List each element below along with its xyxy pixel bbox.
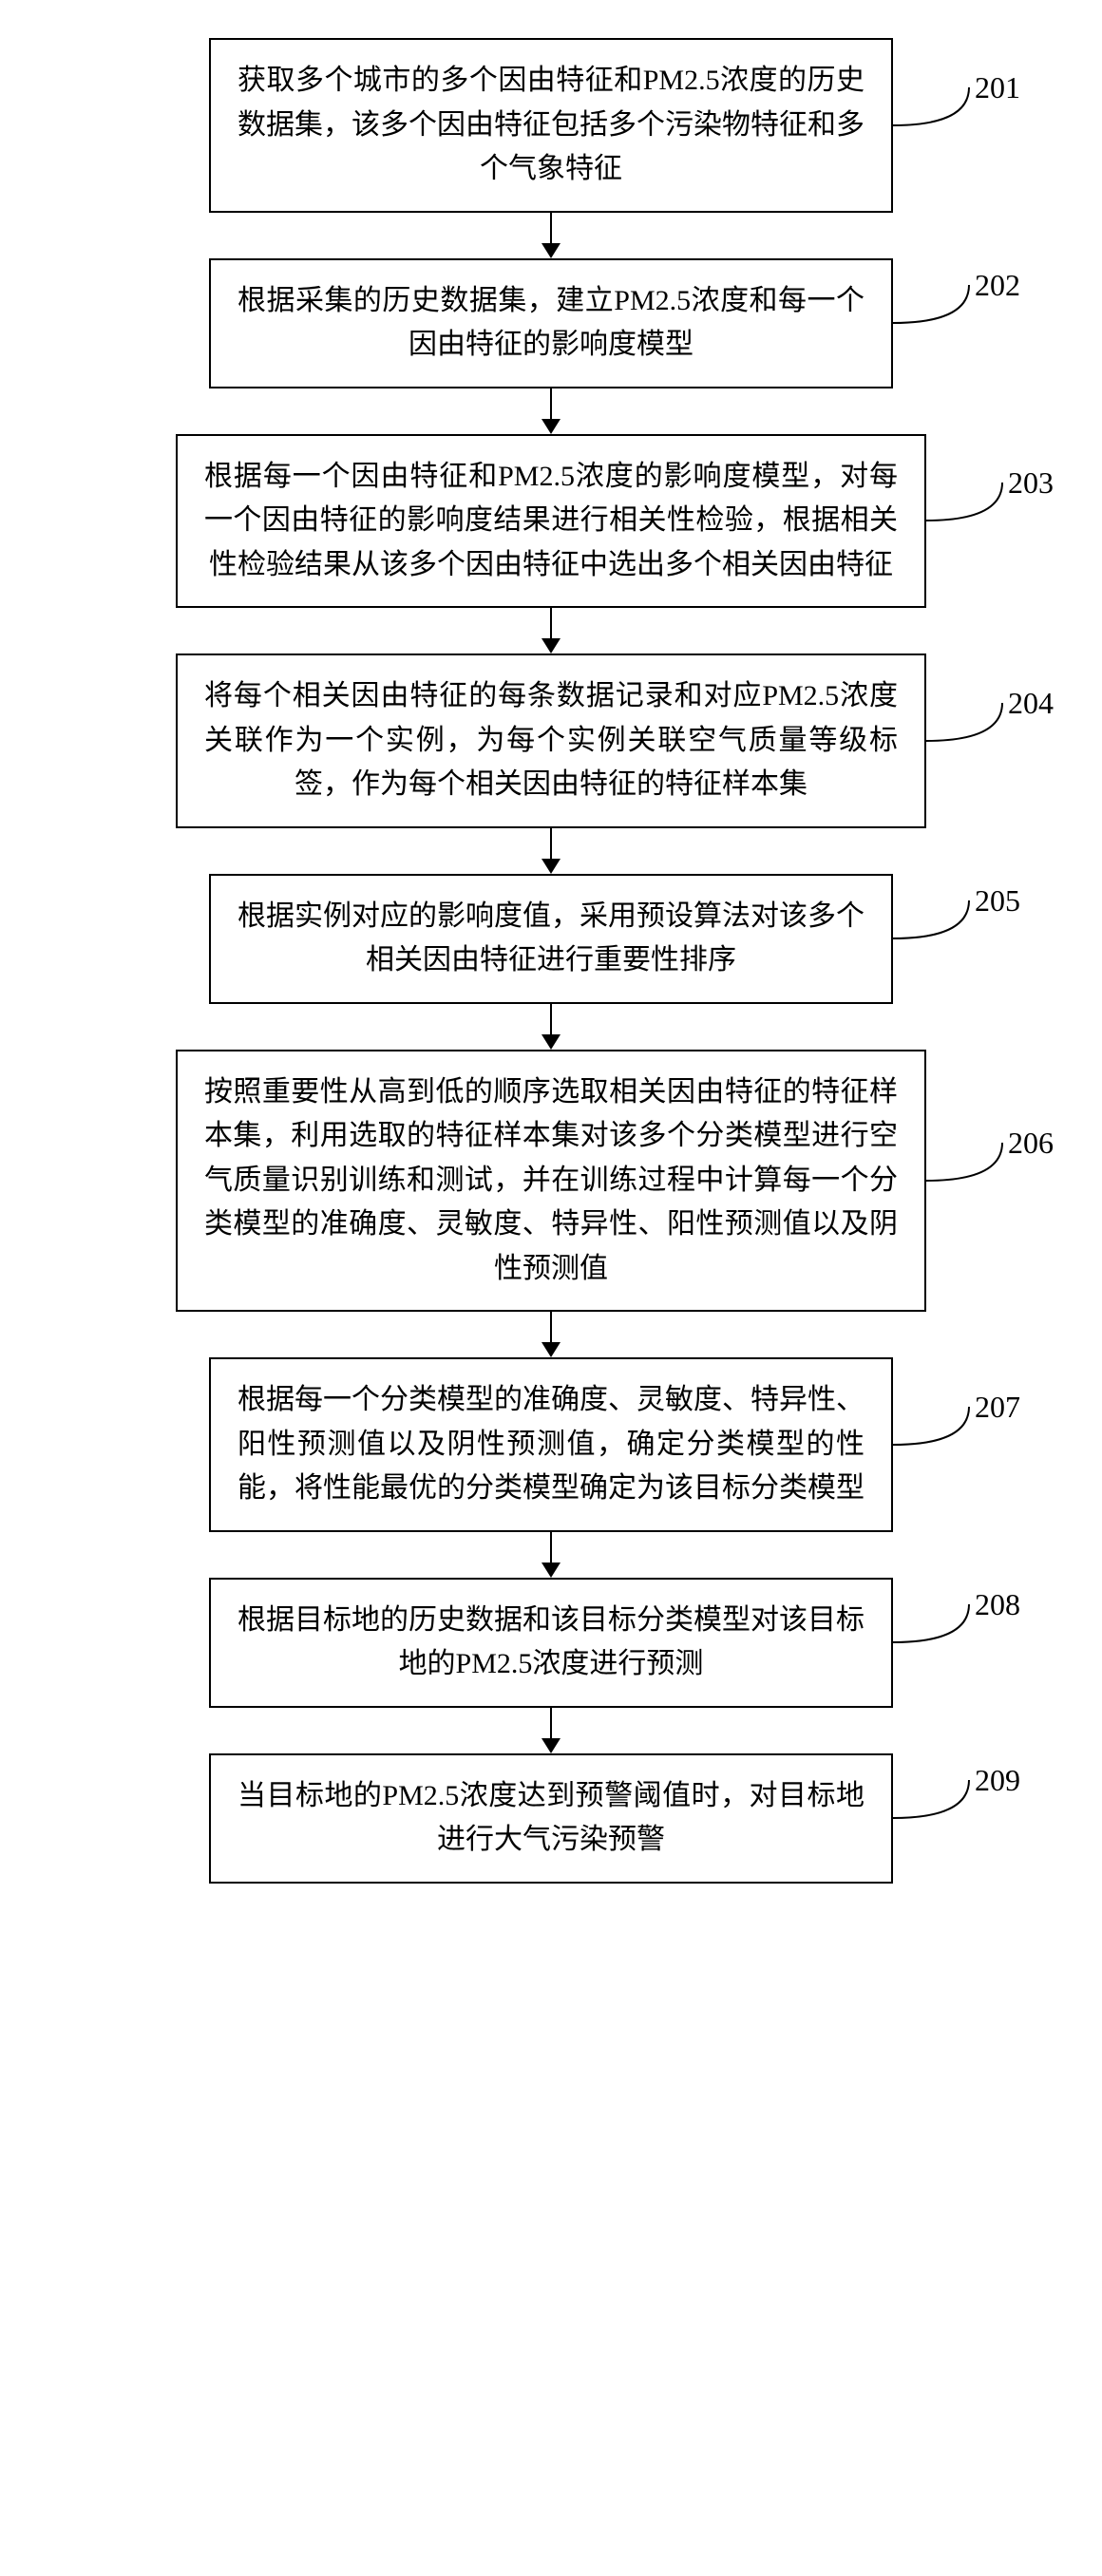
flow-step-row: 根据每一个分类模型的准确度、灵敏度、特异性、阳性预测值以及阴性预测值，确定分类模…	[57, 1357, 1045, 1532]
arrow-head-icon	[542, 1738, 560, 1753]
arrow-line	[550, 388, 552, 419]
flow-step-row: 根据采集的历史数据集，建立PM2.5浓度和每一个因由特征的影响度模型 202	[57, 258, 1045, 388]
arrow-line	[550, 1312, 552, 1342]
flow-step-row: 根据目标地的历史数据和该目标分类模型对该目标地的PM2.5浓度进行预测 208	[57, 1578, 1045, 1708]
flow-step-row: 当目标地的PM2.5浓度达到预警阈值时，对目标地进行大气污染预警 209	[57, 1753, 1045, 1884]
step-label: 202	[975, 268, 1020, 303]
flow-arrow	[542, 1312, 560, 1357]
arrow-head-icon	[542, 638, 560, 653]
flow-arrow	[542, 1708, 560, 1753]
flow-step-box: 当目标地的PM2.5浓度达到预警阈值时，对目标地进行大气污染预警	[209, 1753, 893, 1884]
flow-step-box: 按照重要性从高到低的顺序选取相关因由特征的特征样本集，利用选取的特征样本集对该多…	[176, 1050, 926, 1313]
flow-step-box: 根据每一个因由特征和PM2.5浓度的影响度模型，对每一个因由特征的影响度结果进行…	[176, 434, 926, 609]
leader-line	[893, 1604, 969, 1642]
leader-line	[893, 87, 969, 125]
leader-line	[926, 483, 1002, 521]
arrow-head-icon	[542, 1034, 560, 1050]
leader-line	[893, 1780, 969, 1818]
step-label: 209	[975, 1763, 1020, 1798]
arrow-line	[550, 828, 552, 859]
flow-arrow	[542, 608, 560, 653]
flow-step-box: 将每个相关因由特征的每条数据记录和对应PM2.5浓度关联作为一个实例，为每个实例…	[176, 653, 926, 828]
arrow-line	[550, 1708, 552, 1738]
flow-arrow	[542, 828, 560, 874]
arrow-head-icon	[542, 1563, 560, 1578]
flow-step-row: 将每个相关因由特征的每条数据记录和对应PM2.5浓度关联作为一个实例，为每个实例…	[57, 653, 1045, 828]
flow-step-row: 获取多个城市的多个因由特征和PM2.5浓度的历史数据集，该多个因由特征包括多个污…	[57, 38, 1045, 213]
flowchart-container: 获取多个城市的多个因由特征和PM2.5浓度的历史数据集，该多个因由特征包括多个污…	[57, 38, 1045, 1884]
flow-step-row: 根据实例对应的影响度值，采用预设算法对该多个相关因由特征进行重要性排序 205	[57, 874, 1045, 1004]
flow-arrow	[542, 1532, 560, 1578]
flow-arrow	[542, 388, 560, 434]
step-label: 203	[1008, 465, 1054, 501]
flow-step-box: 根据目标地的历史数据和该目标分类模型对该目标地的PM2.5浓度进行预测	[209, 1578, 893, 1708]
step-label: 204	[1008, 686, 1054, 721]
flow-arrow	[542, 1004, 560, 1050]
flow-step-row: 按照重要性从高到低的顺序选取相关因由特征的特征样本集，利用选取的特征样本集对该多…	[57, 1050, 1045, 1313]
arrow-line	[550, 1532, 552, 1563]
arrow-head-icon	[542, 1342, 560, 1357]
leader-line	[926, 703, 1002, 741]
leader-line	[926, 1143, 1002, 1181]
flow-step-row: 根据每一个因由特征和PM2.5浓度的影响度模型，对每一个因由特征的影响度结果进行…	[57, 434, 1045, 609]
arrow-line	[550, 1004, 552, 1034]
flow-step-box: 根据采集的历史数据集，建立PM2.5浓度和每一个因由特征的影响度模型	[209, 258, 893, 388]
step-label: 208	[975, 1587, 1020, 1622]
step-label: 206	[1008, 1126, 1054, 1161]
arrow-head-icon	[542, 419, 560, 434]
step-label: 201	[975, 70, 1020, 105]
leader-line	[893, 900, 969, 938]
leader-line	[893, 1407, 969, 1445]
arrow-head-icon	[542, 243, 560, 258]
flow-step-box: 根据每一个分类模型的准确度、灵敏度、特异性、阳性预测值以及阴性预测值，确定分类模…	[209, 1357, 893, 1532]
step-label: 205	[975, 883, 1020, 919]
leader-line	[893, 285, 969, 323]
step-label: 207	[975, 1390, 1020, 1425]
flow-arrow	[542, 213, 560, 258]
arrow-line	[550, 213, 552, 243]
flow-step-box: 根据实例对应的影响度值，采用预设算法对该多个相关因由特征进行重要性排序	[209, 874, 893, 1004]
arrow-line	[550, 608, 552, 638]
arrow-head-icon	[542, 859, 560, 874]
flow-step-box: 获取多个城市的多个因由特征和PM2.5浓度的历史数据集，该多个因由特征包括多个污…	[209, 38, 893, 213]
